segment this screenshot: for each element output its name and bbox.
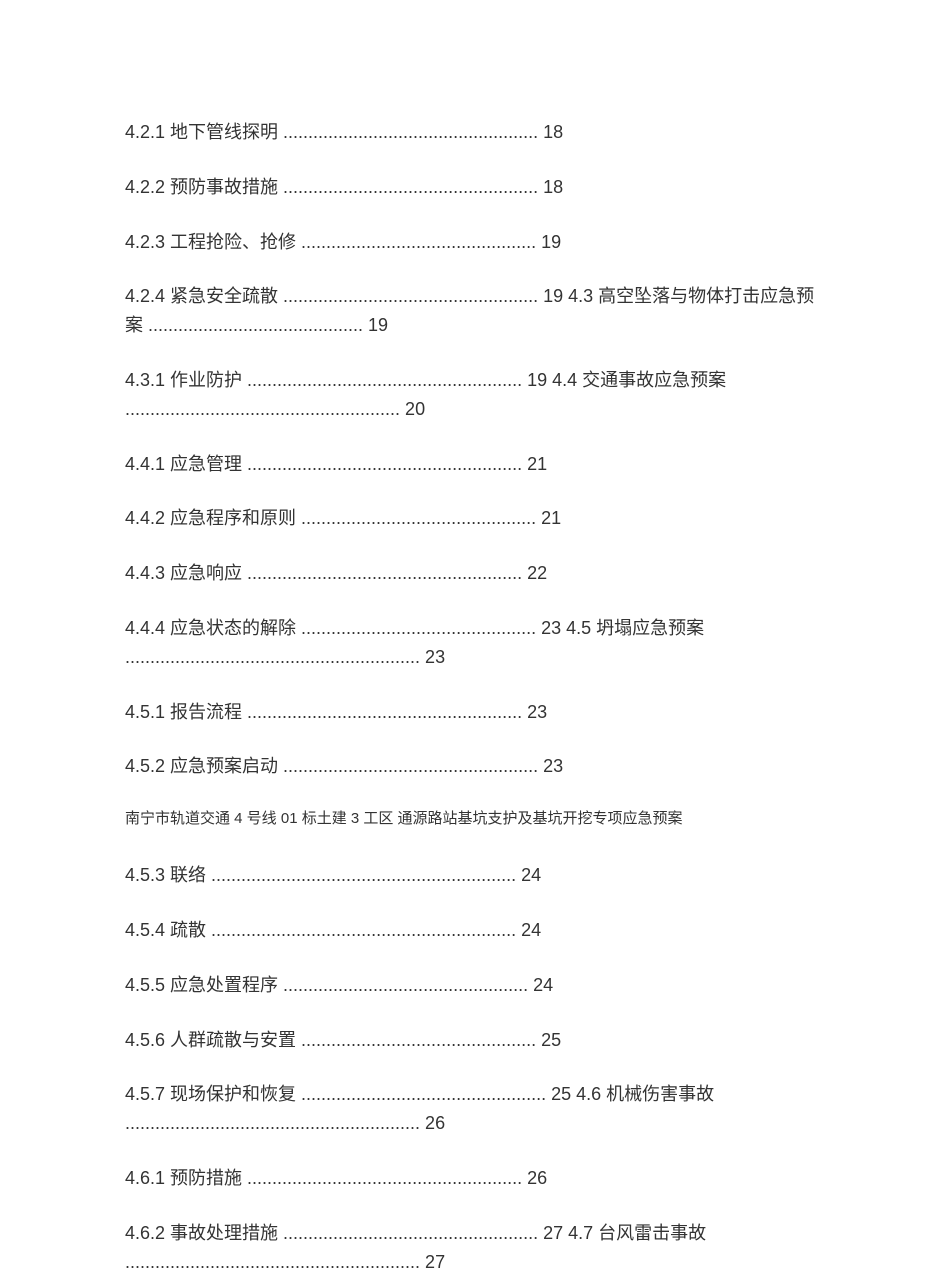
toc-entry: 4.5.2 应急预案启动 ...........................… xyxy=(125,752,825,781)
toc-entry: 4.2.4 紧急安全疏散 ...........................… xyxy=(125,282,825,340)
toc-entry: 4.6.1 预防措施 .............................… xyxy=(125,1164,825,1193)
document-title-footer: 南宁市轨道交通 4 号线 01 标土建 3 工区 通源路站基坑支护及基坑开挖专项… xyxy=(125,807,825,831)
toc-entry: 4.4.2 应急程序和原则 ..........................… xyxy=(125,504,825,533)
toc-entry: 4.2.3 工程抢险、抢修 ..........................… xyxy=(125,228,825,257)
toc-section-1: 4.2.1 地下管线探明 ...........................… xyxy=(125,118,825,781)
toc-entry: 4.5.7 现场保护和恢复 ..........................… xyxy=(125,1080,825,1138)
toc-entry: 4.5.5 应急处置程序 ...........................… xyxy=(125,971,825,1000)
toc-entry: 4.4.3 应急响应 .............................… xyxy=(125,559,825,588)
toc-entry: 4.2.2 预防事故措施 ...........................… xyxy=(125,173,825,202)
toc-section-2: 4.5.3 联络 ...............................… xyxy=(125,861,825,1276)
toc-entry: 4.6.2 事故处理措施 ...........................… xyxy=(125,1219,825,1276)
toc-entry: 4.3.1 作业防护 .............................… xyxy=(125,366,825,424)
toc-entry: 4.5.4 疏散 ...............................… xyxy=(125,916,825,945)
toc-entry: 4.5.3 联络 ...............................… xyxy=(125,861,825,890)
toc-entry: 4.4.4 应急状态的解除 ..........................… xyxy=(125,614,825,672)
toc-entry: 4.5.6 人群疏散与安置 ..........................… xyxy=(125,1026,825,1055)
toc-entry: 4.5.1 报告流程 .............................… xyxy=(125,698,825,727)
toc-entry: 4.2.1 地下管线探明 ...........................… xyxy=(125,118,825,147)
toc-entry: 4.4.1 应急管理 .............................… xyxy=(125,450,825,479)
